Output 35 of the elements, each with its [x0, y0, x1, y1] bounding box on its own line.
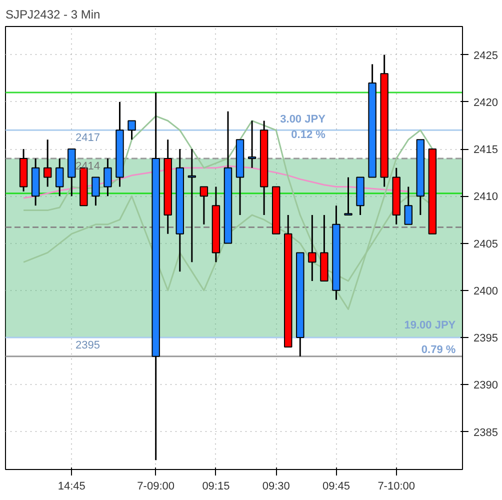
- candlestick: [248, 120, 256, 169]
- chart-title: SJPJ2432 - 3 Min: [6, 8, 100, 22]
- ref-line-label: 2417: [76, 132, 100, 144]
- y-tick-label: 2400: [474, 285, 498, 298]
- candlestick: [56, 158, 64, 197]
- candlestick: [188, 148, 196, 263]
- annotation: 3.00 JPY: [280, 114, 326, 126]
- y-tick-label: 2395: [474, 332, 498, 345]
- candlestick: [92, 176, 100, 206]
- y-tick-label: 2420: [474, 96, 498, 109]
- y-tick-label: 2415: [474, 144, 498, 156]
- ref-line-label: 2414: [76, 160, 100, 172]
- x-tick-label: 09:30: [262, 480, 290, 492]
- candlestick: [128, 120, 136, 140]
- candlestick: [104, 158, 112, 197]
- line-series: [22, 115, 434, 310]
- x-tick-label: 09:15: [202, 480, 230, 492]
- candlestick: [404, 186, 412, 226]
- x-tick-label: 7-10:00: [378, 480, 416, 492]
- y-tick-label: 2385: [474, 426, 498, 439]
- x-tick-label: 14:45: [58, 480, 86, 492]
- candlestick: [344, 176, 352, 216]
- candlestick: [308, 214, 316, 282]
- annotation: 0.12 %: [291, 129, 326, 142]
- y-tick-label: 2405: [474, 238, 498, 250]
- candlestick: [200, 186, 208, 226]
- ref-line-label: 2395: [76, 340, 100, 352]
- y-tick-label: 2410: [474, 191, 498, 204]
- candlestick: [43, 138, 52, 188]
- x-tick-label: 7-09:00: [137, 480, 174, 492]
- y-tick-label: 2390: [474, 380, 498, 392]
- annotation: 19.00 JPY: [404, 320, 456, 332]
- y-tick-label: 2425: [474, 50, 498, 62]
- annotation: 0.79 %: [421, 344, 456, 356]
- x-tick-label: 09:45: [322, 480, 350, 492]
